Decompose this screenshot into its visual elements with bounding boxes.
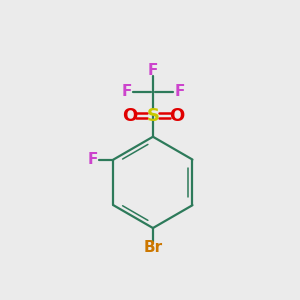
Text: F: F <box>148 63 158 78</box>
Text: F: F <box>174 85 184 100</box>
Text: S: S <box>146 106 159 124</box>
Text: Br: Br <box>143 240 163 255</box>
Text: F: F <box>121 85 132 100</box>
Text: O: O <box>122 106 137 124</box>
Text: O: O <box>169 106 184 124</box>
Text: F: F <box>88 152 98 167</box>
